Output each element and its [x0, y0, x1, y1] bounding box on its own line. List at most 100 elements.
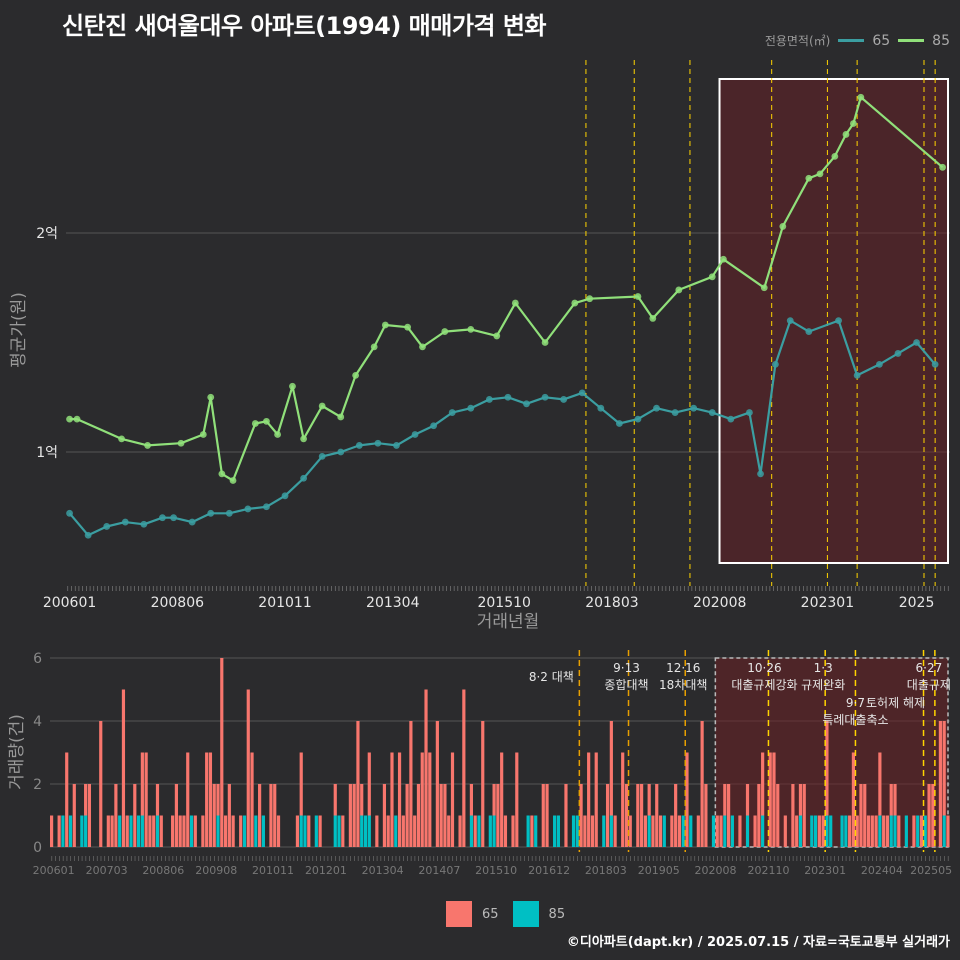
volume-bar-65: [590, 815, 595, 847]
volume-bar-85: [477, 815, 481, 847]
volume-bar-65: [579, 784, 583, 847]
data-point-85: [118, 435, 125, 443]
volume-bar-85: [61, 815, 65, 847]
volume-ytick-label: 0: [33, 840, 42, 856]
volume-bar-65: [647, 784, 651, 816]
data-point-65: [786, 317, 794, 324]
volume-bar-65: [390, 752, 394, 847]
volume-bar-65: [435, 721, 439, 847]
volume-bar-65: [341, 815, 345, 847]
volume-bar-85: [314, 815, 318, 847]
volume-bar-65: [931, 784, 935, 847]
volume-bar-65: [893, 784, 897, 816]
data-point-85: [805, 174, 813, 182]
volume-bar-65: [367, 752, 371, 816]
data-point-85: [218, 470, 226, 478]
volume-bar-65: [269, 784, 273, 847]
volume-bar-85: [189, 815, 194, 847]
volume-bar-85: [140, 815, 144, 847]
volume-bar-85: [602, 815, 606, 847]
volume-bar-65: [140, 752, 144, 816]
data-point-65: [634, 415, 642, 423]
price-xtick-label: 201510: [477, 595, 530, 611]
volume-bar-65: [397, 752, 402, 847]
volume-bar-65: [564, 784, 568, 847]
data-point-85: [816, 170, 824, 178]
policy-label: 10·26: [747, 661, 781, 675]
volume-bar-65: [670, 815, 674, 847]
volume-bar-65: [481, 721, 485, 847]
volume-bar-85: [129, 815, 133, 847]
volume-bar-65: [594, 752, 598, 847]
volume-bar-65: [57, 815, 61, 847]
policy-label: 1·3: [814, 661, 833, 675]
volume-bar-65: [704, 784, 708, 847]
volume-bar-85: [492, 815, 496, 847]
volume-bar-65: [515, 752, 519, 847]
volume-bar-85: [553, 815, 557, 847]
data-point-65: [300, 474, 308, 482]
data-point-65: [560, 396, 568, 403]
series-line-85: [69, 96, 944, 482]
volume-bar-65: [851, 752, 855, 847]
price-xtick-label: 202301: [801, 595, 854, 611]
volume-bar-65: [674, 784, 678, 847]
data-point-65: [318, 452, 326, 460]
data-point-65: [374, 439, 382, 447]
volume-bar-85: [647, 815, 651, 847]
volume-bar-65: [318, 815, 322, 847]
volume-bar-85: [575, 815, 579, 847]
volume-bar-65: [295, 815, 300, 847]
volume-bar-65: [745, 784, 750, 816]
volume-bar-65: [462, 689, 466, 847]
data-point-85: [708, 273, 716, 281]
volume-bar-85: [923, 815, 927, 847]
volume-bar-65: [500, 752, 504, 847]
bar-legend-swatch-85: [512, 901, 539, 927]
volume-bar-85: [80, 815, 84, 847]
policy-label: 8·2 대책: [529, 669, 574, 684]
volume-bar-65: [50, 815, 54, 847]
volume-bar-65: [428, 752, 432, 847]
data-point-65: [225, 509, 233, 517]
volume-xtick-label: 201612: [528, 864, 570, 877]
volume-bar-65: [178, 815, 182, 847]
volume-bar-65: [919, 815, 924, 847]
volume-bar-65: [530, 815, 534, 847]
volume-bar-65: [212, 784, 216, 847]
volume-bar-65: [685, 752, 689, 847]
volume-bar-65: [299, 752, 303, 816]
volume-bar-65: [609, 721, 613, 816]
data-point-65: [430, 422, 438, 430]
volume-bar-65: [458, 815, 462, 847]
data-point-85: [831, 152, 839, 160]
data-point-85: [199, 431, 207, 438]
price-ytick-label: 1억: [36, 445, 58, 461]
volume-bar-65: [628, 815, 632, 847]
data-point-85: [842, 131, 850, 138]
volume-bar-65: [386, 815, 390, 847]
volume-bar-65: [878, 752, 882, 816]
volume-bar-65: [65, 752, 69, 847]
volume-bar-65: [246, 689, 250, 847]
data-point-85: [289, 382, 296, 390]
legend-swatch-65: [838, 39, 865, 42]
legend-swatch-85: [898, 39, 925, 42]
volume-bar-65: [870, 815, 874, 847]
volume-bar-65: [772, 752, 776, 847]
volume-bar-85: [878, 815, 882, 847]
data-point-85: [381, 321, 389, 329]
volume-xtick-label: 200601: [33, 864, 75, 877]
volume-bar-65: [700, 721, 704, 847]
price-xtick-label: 202008: [693, 595, 746, 611]
data-point-65: [835, 317, 842, 324]
data-point-85: [719, 255, 727, 263]
volume-bar-65: [223, 815, 228, 847]
volume-bar-85: [893, 815, 897, 847]
volume-xtick-label: 201905: [638, 864, 680, 877]
policy-label: 대출규제강화: [731, 678, 797, 692]
volume-bar-85: [303, 815, 307, 847]
volume-bar-65: [541, 784, 545, 847]
data-point-65: [504, 393, 512, 401]
